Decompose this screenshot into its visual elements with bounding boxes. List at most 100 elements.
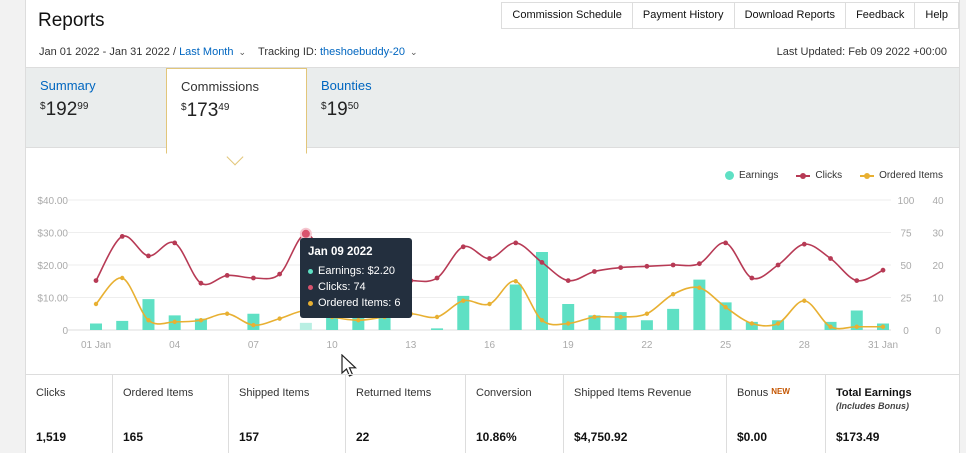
ordered-items-point: [434, 314, 440, 320]
earnings-bar: [247, 313, 260, 330]
y-tick-label: $30.00: [37, 229, 68, 240]
y-right-tick-clicks: 25: [900, 294, 912, 305]
nav-download-reports[interactable]: Download Reports: [734, 3, 847, 28]
ordered-items-point: [566, 321, 571, 326]
clicks-point: [644, 263, 650, 269]
ordered-items-point: [146, 318, 151, 323]
x-tick-label: 19: [563, 340, 575, 351]
stat-shipped-revenue: Shipped Items Revenue $4,750.92: [564, 375, 727, 453]
tracking-id-dropdown[interactable]: theshoebuddy-20: [319, 46, 405, 58]
ordered-items-point: [880, 324, 886, 329]
ordered-items-point: [487, 301, 492, 307]
legend-earnings[interactable]: Earnings: [724, 170, 778, 181]
chart-legend: Earnings Clicks Ordered Items: [707, 170, 943, 181]
earnings-bar: [457, 295, 470, 330]
ordered-items-point: [198, 318, 204, 323]
clicks-point: [513, 240, 519, 246]
y-tick-label: $20.00: [37, 261, 68, 272]
ordered-items-point: [224, 311, 230, 316]
ordered-items-point: [120, 275, 125, 281]
ordered-dot: [308, 300, 313, 306]
clicks-point: [434, 275, 440, 281]
nav-payment-history[interactable]: Payment History: [632, 3, 735, 28]
clicks-point: [880, 267, 886, 273]
legend-ordered-items[interactable]: Ordered Items: [860, 170, 943, 181]
clicks-point: [251, 275, 256, 281]
nav-feedback[interactable]: Feedback: [846, 3, 916, 28]
legend-clicks[interactable]: Clicks: [796, 170, 842, 181]
tab-bounties[interactable]: Bounties $19 50: [307, 68, 427, 148]
clicks-point: [775, 262, 781, 268]
y-tick-label: $10.00: [37, 294, 68, 305]
clicks-point: [224, 273, 230, 278]
y-right-tick-items: 30: [932, 229, 944, 240]
clicks-dot: [308, 284, 313, 290]
stat-total-earnings: Total Earnings (Includes Bonus) $173.49: [836, 387, 912, 444]
tab-summary[interactable]: Summary $192 99: [26, 68, 166, 148]
ordered-items-point: [592, 314, 597, 320]
tab-commissions[interactable]: Commissions $173 49: [166, 68, 307, 154]
y-right-tick-items: 40: [932, 196, 944, 207]
clicks-point: [539, 260, 545, 265]
x-tick-label: 31 Jan: [868, 340, 898, 351]
earnings-bar: [667, 308, 680, 330]
page-title: Reports: [38, 10, 105, 31]
chevron-down-icon[interactable]: ⌄: [238, 46, 247, 57]
ordered-items-point: [775, 321, 781, 326]
clicks-point: [749, 275, 755, 281]
earnings-bar: [431, 328, 444, 330]
earnings-swatch: [724, 171, 734, 180]
ordered-items-point: [749, 321, 755, 326]
tab-commissions-amount: $173 49: [181, 100, 230, 121]
x-tick-label: 01 Jan: [81, 340, 111, 351]
y-right-tick-clicks: 75: [900, 229, 912, 240]
tab-summary-label: Summary: [40, 78, 96, 93]
commissions-chart[interactable]: $40.00 100 40$30.00 75 30$20.00 50 20$10.00 25 1…: [26, 160, 961, 370]
top-nav: Commission Schedule Payment History Down…: [501, 2, 959, 29]
x-tick-label: 28: [799, 340, 811, 351]
tracking-label: Tracking ID:: [258, 46, 317, 58]
filter-bar: Jan 01 2022 - Jan 31 2022 / Last Month ⌄…: [39, 46, 430, 58]
ordered-swatch: [860, 172, 875, 179]
earnings-bar: [90, 323, 102, 330]
clicks-point: [277, 271, 283, 277]
nav-help[interactable]: Help: [915, 3, 959, 28]
clicks-point: [801, 241, 807, 247]
clicks-swatch: [796, 172, 811, 179]
y-right-tick-items: 0: [935, 326, 941, 337]
ordered-items-point: [802, 298, 807, 303]
stats-row: Clicks 1,519 Ordered Items 165 Shipped I…: [26, 374, 959, 453]
earnings-bar: [509, 284, 522, 330]
earnings-dot: [308, 268, 313, 274]
ordered-items-point: [618, 314, 623, 320]
y-right-tick-clicks: 0: [903, 326, 909, 337]
tooltip-clicks: Clicks: 74: [318, 281, 366, 293]
reports-panel: Reports Commission Schedule Payment Hist…: [25, 0, 960, 453]
y-right-tick-items: 10: [932, 294, 944, 305]
ordered-items-point: [513, 279, 518, 284]
chevron-down-icon[interactable]: ⌄: [410, 46, 418, 57]
stat-conversion: Conversion 10.86%: [466, 375, 564, 453]
clicks-point: [854, 278, 860, 283]
x-tick-label: 13: [405, 340, 417, 351]
nav-commission-schedule[interactable]: Commission Schedule: [502, 3, 633, 28]
x-tick-label: 22: [641, 340, 653, 351]
x-tick-label: 07: [248, 340, 260, 351]
period-dropdown[interactable]: Last Month: [179, 46, 234, 58]
ordered-items-point: [461, 298, 466, 303]
stat-returned-items: Returned Items 22: [346, 375, 466, 453]
earnings-bar: [745, 321, 758, 330]
ordered-items-point: [854, 324, 859, 329]
ordered-items-point: [251, 322, 256, 328]
new-badge: NEW: [771, 387, 790, 396]
tab-bounties-label: Bounties: [321, 78, 372, 93]
tooltip-date: Jan 09 2022: [308, 246, 373, 258]
ordered-items-point: [356, 318, 361, 323]
ordered-items-point: [644, 311, 650, 316]
stat-ordered-items: Ordered Items 165: [113, 375, 229, 453]
clicks-point: [723, 240, 728, 246]
tab-summary-amount: $192 99: [40, 99, 89, 120]
ordered-items-point: [723, 305, 728, 310]
x-tick-label: 16: [484, 340, 496, 351]
earnings-bar: [588, 315, 601, 330]
